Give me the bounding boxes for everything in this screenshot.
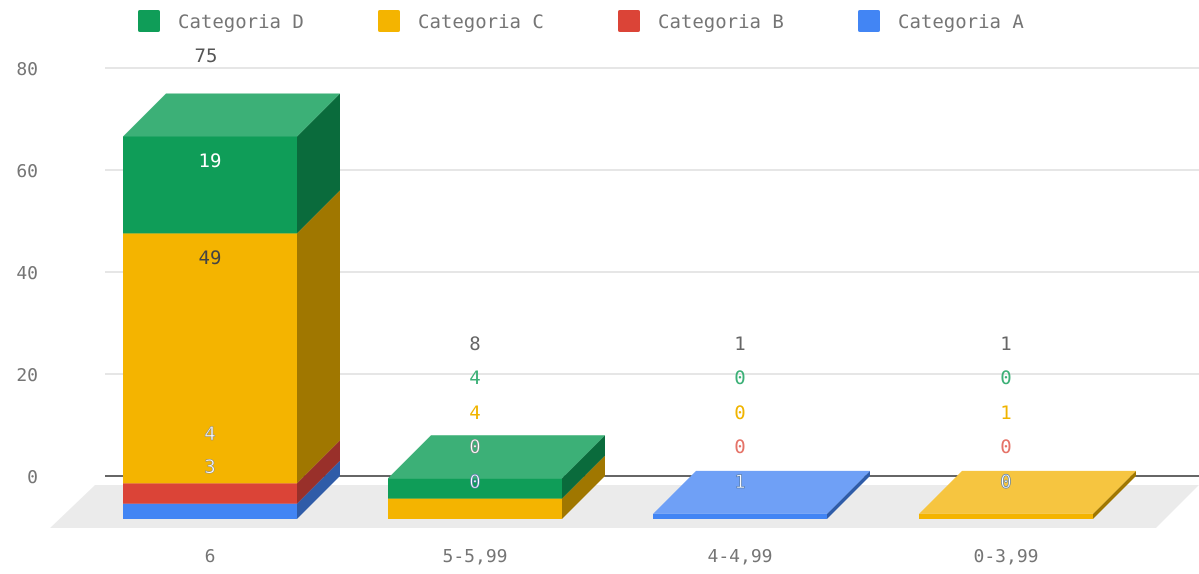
bars [123,93,1136,519]
x-tick-label: 0-3,99 [973,546,1038,567]
data-label: 4 [204,423,215,445]
bar-front [919,513,1093,519]
bar-segment-categoria-d[interactable] [123,93,340,234]
data-label: 0 [734,402,745,424]
data-label: 0 [469,471,480,493]
legend-item-categoria-a[interactable]: Categoria A [858,10,1024,33]
bar-side [562,435,605,499]
total-label: 1 [734,333,745,355]
legend[interactable]: Categoria D Categoria C Categoria B Categor… [138,10,1024,33]
bar-top [388,435,605,479]
bar-front [123,483,297,504]
total-label: 1 [1000,333,1011,355]
legend-label: Categoria C [418,11,544,33]
bar-side [297,460,340,519]
data-label: 19 [199,150,222,172]
y-tick-label: 40 [16,263,38,284]
legend-swatch [618,10,640,32]
bar-front [123,136,297,234]
bar-segment-categoria-d[interactable] [388,435,605,499]
bar-front [388,478,562,499]
data-label: 0 [734,436,745,458]
bar-front [123,233,297,484]
bar-top [919,470,1136,514]
bar-side [297,190,340,484]
data-label: 0 [734,367,745,389]
legend-label: Categoria B [658,11,784,33]
bar-segment-categoria-c[interactable] [123,190,340,484]
data-label: 3 [204,456,215,478]
y-tick-label: 80 [16,59,38,80]
legend-item-categoria-b[interactable]: Categoria B [618,10,784,33]
chart-floor [50,485,1199,528]
bar-side [297,440,340,504]
bar-segment-categoria-a[interactable] [653,470,870,519]
bar-front [653,513,827,519]
bar-segment-categoria-c[interactable] [388,455,605,519]
bar-side [827,470,870,519]
legend-swatch [378,10,400,32]
legend-swatch [138,10,160,32]
data-label: 1 [734,471,745,493]
x-tick-label: 5-5,99 [442,546,507,567]
x-tick-label: 6 [205,546,216,567]
legend-label: Categoria A [898,11,1024,33]
bar-segment-categoria-c[interactable] [919,470,1136,519]
y-tick-label: 60 [16,161,38,182]
total-label: 8 [469,333,480,355]
bar-front [123,503,297,519]
bar-front [388,498,562,519]
data-label: 0 [1000,436,1011,458]
data-label: 0 [1000,367,1011,389]
data-label: 1 [1000,402,1011,424]
data-label: 4 [469,367,480,389]
x-axis-labels: 6 5-5,99 4-4,99 0-3,99 [205,546,1039,567]
total-label: 75 [195,45,218,67]
bar-segment-categoria-a[interactable] [123,460,340,519]
legend-label: Categoria D [178,11,304,33]
data-label: 0 [469,436,480,458]
bar-side [1093,470,1136,519]
data-label: 4 [469,402,480,424]
bar-side [562,455,605,519]
legend-item-categoria-c[interactable]: Categoria C [378,10,544,33]
y-tick-label: 0 [27,467,38,488]
x-tick-label: 4-4,99 [707,546,772,567]
y-tick-label: 20 [16,365,38,386]
bar-side [297,93,340,234]
bar-top [123,93,340,137]
y-axis-labels: 0 20 40 60 80 [16,59,38,488]
data-label: 49 [199,247,222,269]
bar-segment-categoria-b[interactable] [123,440,340,504]
legend-item-categoria-d[interactable]: Categoria D [138,10,304,33]
data-labels: 3 4 49 19 75 0 0 4 4 8 1 0 0 0 1 0 0 1 0 1 [195,45,1013,493]
data-label: 0 [1000,471,1011,493]
bar-top [653,470,870,514]
legend-swatch [858,10,880,32]
